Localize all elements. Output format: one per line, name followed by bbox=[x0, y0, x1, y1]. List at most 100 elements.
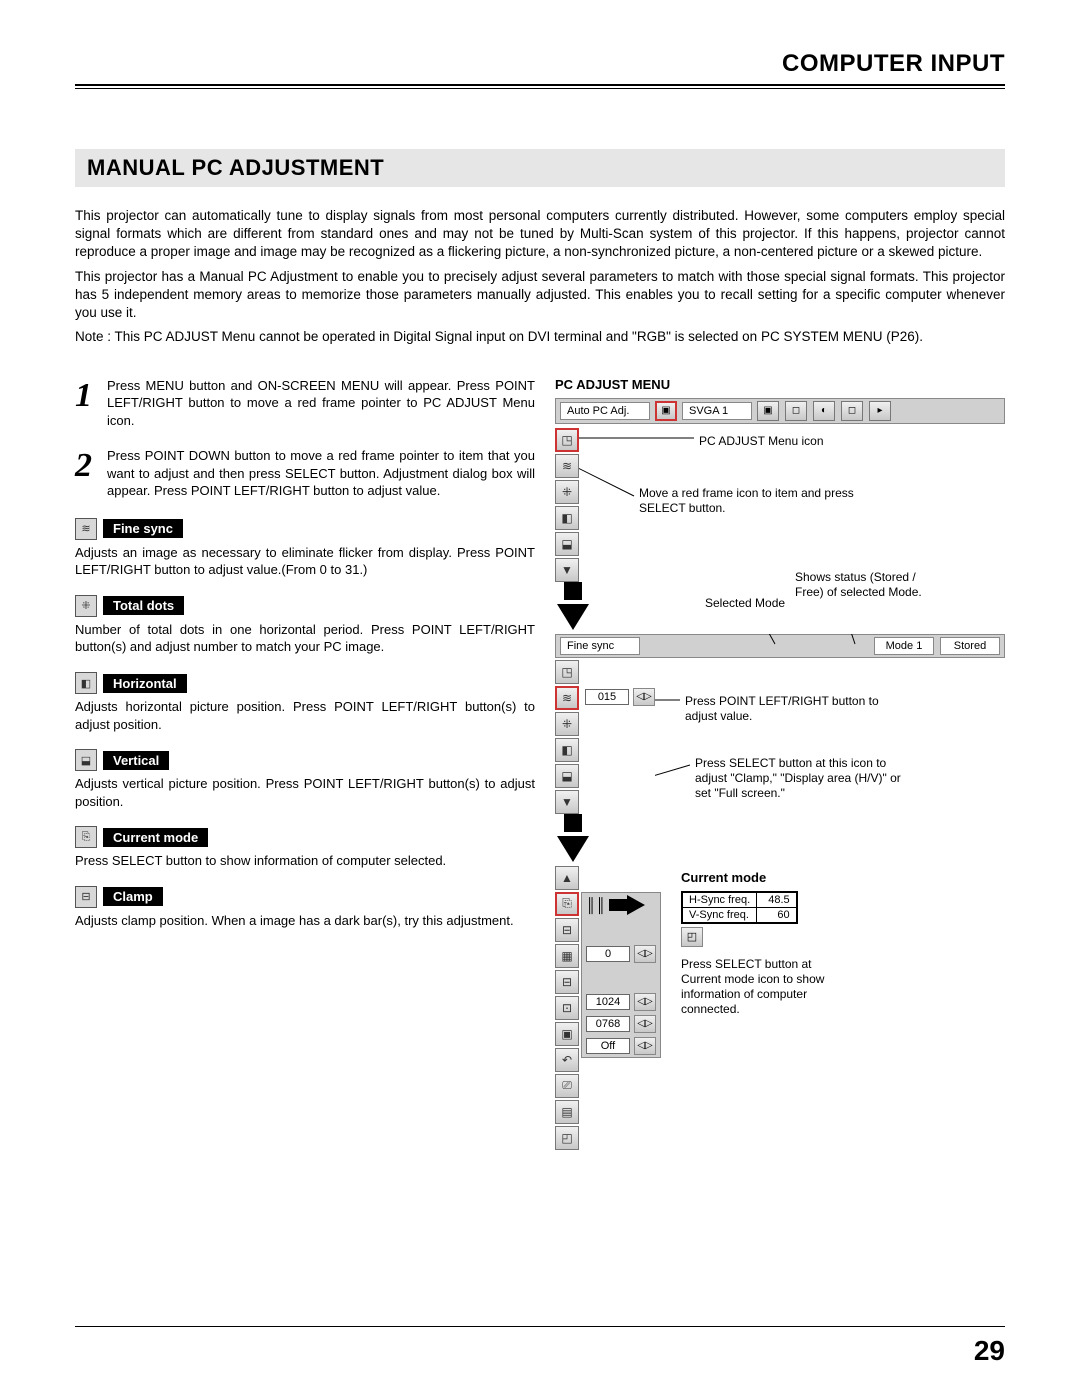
current-mode-info-table: H-Sync freq. 48.5 V-Sync freq. 60 bbox=[681, 891, 798, 924]
side-icons-3: ▲ ⎘ ⊟ ▦ ⊟ ⊡ ▣ ↶ ⎚ ▤ ◰ bbox=[555, 866, 579, 1150]
total-dots-icon: ⁜ bbox=[75, 595, 97, 617]
intro-note: Note : This PC ADJUST Menu cannot be ope… bbox=[75, 328, 1005, 346]
callout-adjust-value: Press POINT LEFT/RIGHT button to adjust … bbox=[685, 694, 885, 724]
right-arrow-indicator bbox=[609, 895, 645, 915]
menu-btn-2[interactable]: ◻ bbox=[785, 401, 807, 421]
quit-icon[interactable]: ◰ bbox=[555, 1126, 579, 1150]
left-column: 1 Press MENU button and ON-SCREEN MENU w… bbox=[75, 377, 535, 1150]
v-lr[interactable]: ◁▷ bbox=[634, 1015, 656, 1033]
param-desc: Press SELECT button to show information … bbox=[75, 852, 535, 870]
horizontal-icon: ◧ bbox=[75, 672, 97, 694]
callout-menu-icon: PC ADJUST Menu icon bbox=[699, 434, 824, 449]
param-label: Clamp bbox=[103, 887, 163, 906]
vertical-side-icon[interactable]: ⬓ bbox=[555, 532, 579, 556]
auto-pc-icon[interactable]: ◳ bbox=[555, 428, 579, 452]
clamp-icon: ⊟ bbox=[75, 886, 97, 908]
reset-icon[interactable]: ↶ bbox=[555, 1048, 579, 1072]
vertical-icon: ⬓ bbox=[75, 749, 97, 771]
menu-btn-5[interactable]: ▸ bbox=[869, 401, 891, 421]
down-arrow-icon-2[interactable]: ▼ bbox=[555, 790, 579, 814]
section-title: MANUAL PC ADJUSTMENT bbox=[75, 149, 1005, 187]
table-row: H-Sync freq. 48.5 bbox=[682, 892, 797, 908]
param-desc: Adjusts clamp position. When a image has… bbox=[75, 912, 535, 930]
param-vertical: ⬓ Vertical Adjusts vertical picture posi… bbox=[75, 749, 535, 810]
value-row: 015 ◁▷ bbox=[585, 688, 655, 706]
param-desc: Adjusts horizontal picture position. Pre… bbox=[75, 698, 535, 733]
side-icons-2: ◳ ≋ ⁜ ◧ ⬓ ▼ bbox=[555, 660, 579, 814]
fine-sync-active-icon[interactable]: ≋ bbox=[555, 686, 579, 710]
pc-adjust-menu-heading: PC ADJUST MENU bbox=[555, 377, 1005, 392]
h-lr[interactable]: ◁▷ bbox=[634, 993, 656, 1011]
step-text: Press POINT DOWN button to move a red fr… bbox=[107, 447, 535, 500]
menu-btn-1[interactable]: ▣ bbox=[757, 401, 779, 421]
display-area-icon[interactable]: ▦ bbox=[555, 944, 579, 968]
clamp-lr[interactable]: ◁▷ bbox=[634, 945, 656, 963]
store-icon[interactable]: ▤ bbox=[555, 1100, 579, 1124]
content-columns: 1 Press MENU button and ON-SCREEN MENU w… bbox=[75, 377, 1005, 1150]
right-column: PC ADJUST MENU Auto PC Adj. ▣ SVGA 1 ▣ ◻… bbox=[555, 377, 1005, 1150]
auto-pc-icon-2[interactable]: ◳ bbox=[555, 660, 579, 684]
down-arrow-big bbox=[557, 604, 589, 630]
callout-current-mode: Press SELECT button at Current mode icon… bbox=[681, 957, 851, 1017]
value-left-right[interactable]: ◁▷ bbox=[633, 688, 655, 706]
callout-selected-mode: Selected Mode bbox=[705, 596, 785, 611]
page-header: COMPUTER INPUT bbox=[75, 50, 1005, 89]
step-number: 2 bbox=[75, 447, 107, 500]
display-v-icon[interactable]: ⊡ bbox=[555, 996, 579, 1020]
menu-btn-3[interactable]: ◐ bbox=[813, 401, 835, 421]
current-mode-heading: Current mode bbox=[681, 870, 851, 885]
arrow-stem bbox=[564, 582, 582, 600]
hsync-label: H-Sync freq. bbox=[682, 892, 757, 908]
down-arrow-icon[interactable]: ▼ bbox=[555, 558, 579, 582]
step-number: 1 bbox=[75, 377, 107, 430]
display-v-value: 0768 bbox=[586, 1016, 630, 1032]
current-mode-active-icon[interactable]: ⎘ bbox=[555, 892, 579, 916]
page-number: 29 bbox=[974, 1335, 1005, 1367]
intro-p1: This projector can automatically tune to… bbox=[75, 207, 1005, 262]
param-label: Fine sync bbox=[103, 519, 183, 538]
clamp-icon-2[interactable]: ⊟ bbox=[555, 918, 579, 942]
menu-top-bar: Auto PC Adj. ▣ SVGA 1 ▣ ◻ ◐ ◻ ▸ bbox=[555, 398, 1005, 424]
fine-sync-side-icon[interactable]: ≋ bbox=[555, 454, 579, 478]
mode-name: Mode 1 bbox=[874, 637, 934, 655]
auto-pc-adj-label: Auto PC Adj. bbox=[560, 402, 650, 420]
free-icon[interactable]: ⎚ bbox=[555, 1074, 579, 1098]
full-screen-value: Off bbox=[586, 1038, 630, 1054]
vertical-icon-2[interactable]: ⬓ bbox=[555, 764, 579, 788]
total-dots-side-icon[interactable]: ⁜ bbox=[555, 480, 579, 504]
param-desc: Number of total dots in one horizontal p… bbox=[75, 621, 535, 656]
param-current-mode: ⎘ Current mode Press SELECT button to sh… bbox=[75, 826, 535, 870]
table-row: V-Sync freq. 60 bbox=[682, 907, 797, 923]
mode-item: Fine sync bbox=[560, 637, 640, 655]
step-1: 1 Press MENU button and ON-SCREEN MENU w… bbox=[75, 377, 535, 430]
mode-status: Stored bbox=[940, 637, 1000, 655]
header-rule bbox=[75, 84, 1005, 89]
vsync-label: V-Sync freq. bbox=[682, 907, 757, 923]
total-dots-icon-2[interactable]: ⁜ bbox=[555, 712, 579, 736]
param-desc: Adjusts vertical picture position. Press… bbox=[75, 775, 535, 810]
header-title: COMPUTER INPUT bbox=[75, 50, 1005, 78]
system-label: SVGA 1 bbox=[682, 402, 752, 420]
param-desc: Adjusts an image as necessary to elimina… bbox=[75, 544, 535, 579]
info-close-icon[interactable]: ◰ bbox=[681, 927, 703, 947]
callout-move: Move a red frame icon to item and press … bbox=[639, 486, 879, 516]
menu-btn-4[interactable]: ◻ bbox=[841, 401, 863, 421]
full-lr[interactable]: ◁▷ bbox=[634, 1037, 656, 1055]
pc-adjust-menu-icon[interactable]: ▣ bbox=[655, 401, 677, 421]
horizontal-side-icon[interactable]: ◧ bbox=[555, 506, 579, 530]
callout-select-icon: Press SELECT button at this icon to adju… bbox=[695, 756, 915, 801]
full-screen-icon[interactable]: ▣ bbox=[555, 1022, 579, 1046]
intro-p2: This projector has a Manual PC Adjustmen… bbox=[75, 268, 1005, 323]
up-arrow-icon[interactable]: ▲ bbox=[555, 866, 579, 890]
horizontal-icon-2[interactable]: ◧ bbox=[555, 738, 579, 762]
param-fine-sync: ≋ Fine sync Adjusts an image as necessar… bbox=[75, 518, 535, 579]
fine-sync-icon: ≋ bbox=[75, 518, 97, 540]
footer-rule bbox=[75, 1326, 1005, 1327]
display-h-icon[interactable]: ⊟ bbox=[555, 970, 579, 994]
mode-bar: Fine sync Mode 1 Stored bbox=[555, 634, 1005, 658]
vsync-value: 60 bbox=[757, 907, 797, 923]
param-horizontal: ◧ Horizontal Adjusts horizontal picture … bbox=[75, 672, 535, 733]
param-label: Vertical bbox=[103, 751, 169, 770]
callout-status: Shows status (Stored / Free) of selected… bbox=[795, 570, 925, 600]
param-total-dots: ⁜ Total dots Number of total dots in one… bbox=[75, 595, 535, 656]
